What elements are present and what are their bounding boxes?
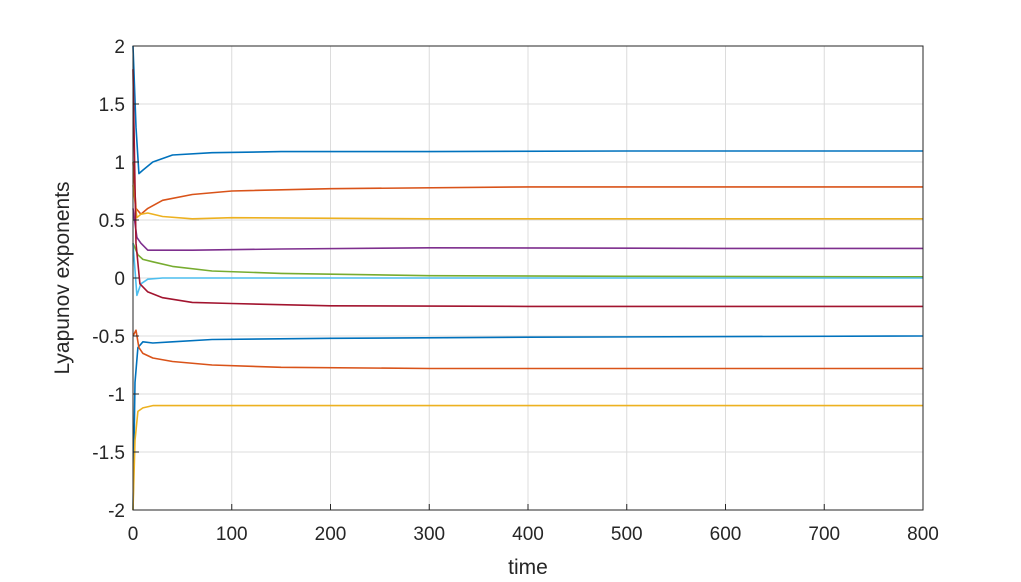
series-line-3 [132, 185, 923, 220]
x-tick-label: 600 [710, 524, 742, 545]
y-tick-label: 0 [114, 269, 125, 290]
series-line-10 [132, 404, 923, 511]
x-tick-label: 700 [808, 524, 840, 545]
series-group [132, 45, 924, 511]
x-tick-label: 800 [907, 524, 939, 545]
y-tick-label: -2 [108, 501, 125, 522]
y-tick-label: -0.5 [92, 327, 125, 348]
series-line-7 [132, 69, 923, 308]
series-line-6 [132, 243, 923, 297]
series-line-4 [132, 208, 923, 251]
series-line-8 [132, 335, 924, 511]
y-tick-label: 0.5 [99, 211, 125, 232]
x-tick-label: 100 [216, 524, 248, 545]
x-axis-ticks: 0 100 200 300 400 500 600 700 800 [128, 504, 939, 545]
y-tick-label: 1.5 [99, 95, 125, 116]
x-tick-label: 200 [315, 524, 347, 545]
y-tick-label: -1.5 [92, 443, 125, 464]
x-tick-label: 300 [413, 524, 445, 545]
x-axis-label: time [508, 556, 548, 579]
series-line-9 [132, 329, 923, 370]
y-tick-label: 1 [114, 153, 125, 174]
x-tick-label: 0 [128, 524, 139, 545]
x-tick-label: 500 [611, 524, 643, 545]
y-tick-label: 2 [114, 37, 125, 58]
series-line-2 [132, 161, 923, 215]
x-tick-label: 400 [512, 524, 544, 545]
series-line-1 [132, 45, 923, 175]
y-axis-label: Lyapunov exponents [51, 181, 74, 374]
y-tick-label: -1 [108, 385, 125, 406]
y-axis-ticks: -2 -1.5 -1 -0.5 0 0.5 1 1.5 2 [92, 37, 139, 522]
series-line-5 [132, 242, 924, 278]
